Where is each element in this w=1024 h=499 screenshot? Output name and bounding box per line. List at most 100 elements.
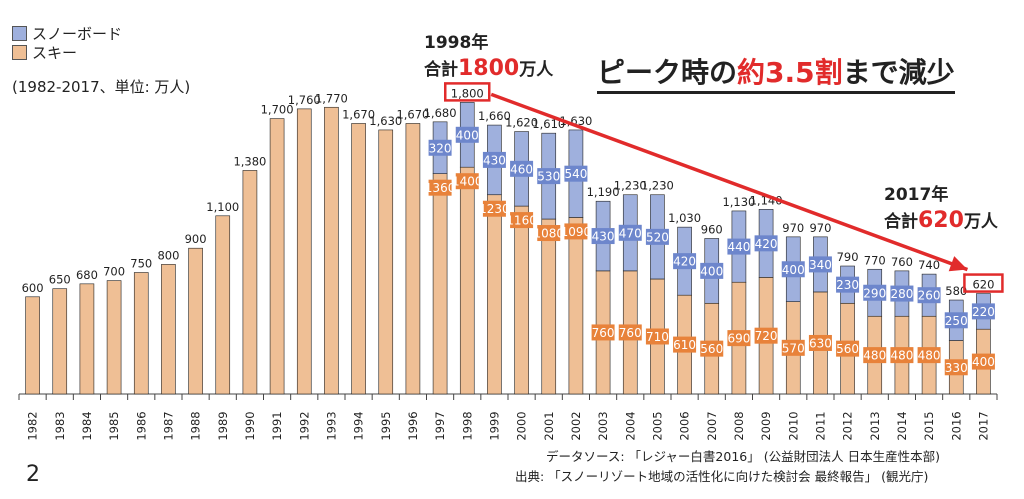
data-source-note: データソース: 「レジャー白書2016」 (公益財団法人 日本生産性本部) (546, 449, 940, 464)
x-tick-label: 2013 (868, 411, 882, 440)
snowboard-value-label-bg (645, 228, 669, 245)
total-label: 680 (76, 268, 98, 282)
ski-bar (351, 123, 366, 395)
ski-bar (541, 218, 557, 395)
total-label: 750 (130, 257, 152, 271)
total-label: 1,660 (478, 109, 511, 123)
ski-value-label: 1080 (533, 227, 564, 241)
total-label: 1,800 (451, 86, 484, 100)
ski-value-label-bg (510, 212, 534, 229)
ski-value-label-bg (673, 336, 697, 353)
snowboard-value-label-bg (944, 312, 968, 329)
highlight-box-2017 (963, 273, 1004, 293)
snowboard-value-label-bg (917, 287, 941, 304)
decline-arrow-line (490, 92, 969, 272)
total-label: 900 (185, 232, 207, 246)
x-tick-label: 1996 (406, 411, 420, 440)
ski-value-label-bg (428, 179, 452, 196)
x-tick-label: 2000 (515, 411, 529, 440)
total-label: 1,030 (668, 211, 701, 225)
x-tick-label: 2015 (922, 411, 936, 440)
x-tick-label: 2006 (678, 411, 692, 440)
total-label: 600 (22, 281, 44, 295)
ski-bar (215, 215, 231, 395)
total-label: 960 (701, 222, 723, 236)
snowboard-value-label: 520 (646, 230, 669, 244)
ski-value-label: 1160 (506, 214, 537, 228)
ski-value-label: 610 (673, 338, 696, 352)
ski-value-label-bg (836, 340, 860, 357)
snowboard-value-label-bg (727, 238, 751, 255)
ski-bar (25, 296, 40, 395)
snowboard-value-label-bg (482, 151, 506, 168)
x-tick-label: 2017 (976, 411, 990, 440)
ski-value-label-bg (754, 327, 778, 344)
ski-value-label: 560 (700, 342, 723, 356)
ski-value-label: 690 (727, 332, 750, 346)
x-tick-label: 1991 (270, 411, 284, 440)
ski-value-label: 720 (755, 329, 778, 343)
x-tick-label: 1985 (107, 411, 121, 440)
total-label: 1,130 (722, 195, 755, 209)
total-label: 1,630 (559, 114, 592, 128)
snowboard-value-label: 320 (429, 141, 452, 155)
total-label: 800 (157, 248, 179, 262)
x-tick-label: 2005 (650, 411, 664, 440)
x-tick-label: 1997 (433, 411, 447, 440)
x-tick-label: 2010 (786, 411, 800, 440)
total-label: 1,700 (261, 103, 294, 117)
snowboard-value-label-bg (510, 160, 534, 177)
total-label: 740 (918, 258, 940, 272)
page-number: 2 (26, 462, 40, 487)
x-tick-label: 1994 (352, 411, 366, 440)
snowboard-value-label-bg (808, 256, 832, 273)
callout-2017: 2017年 合計620万人 (884, 182, 998, 235)
callout-2017-suffix: 万人 (963, 212, 998, 232)
total-label: 1,680 (424, 106, 457, 120)
total-label: 1,100 (206, 200, 239, 214)
ski-value-label: 400 (972, 355, 995, 369)
snowboard-value-label-bg (781, 261, 805, 278)
ski-bar (242, 170, 258, 395)
legend-swatch-ski (12, 45, 27, 60)
ski-bar (514, 205, 529, 395)
legend-item-ski: スキー (12, 43, 122, 62)
total-label: 770 (864, 253, 886, 267)
ski-value-label: 1400 (452, 175, 483, 189)
x-tick-label: 1999 (487, 411, 501, 440)
decline-arrow-head (948, 256, 968, 272)
ski-value-label: 760 (619, 326, 642, 340)
legend-swatch-snowboard (12, 26, 27, 41)
snowboard-value-label-bg (890, 285, 914, 302)
ski-value-label: 480 (863, 349, 886, 363)
legend-item-snowboard: スノーボード (12, 24, 122, 43)
ski-value-label-bg (618, 324, 642, 341)
snowboard-value-label-bg (863, 284, 887, 301)
ski-value-label: 330 (945, 361, 968, 375)
snowboard-value-label: 290 (863, 286, 886, 300)
x-tick-label: 1995 (379, 411, 393, 440)
snowboard-value-label: 250 (945, 314, 968, 328)
highlight-box-1998 (444, 82, 491, 102)
callout-1998: 1998年 合計1800万人 (424, 30, 553, 83)
headline-emphasis: 約3.5割 (737, 56, 843, 89)
snowboard-value-label: 400 (700, 264, 723, 278)
snowboard-value-label: 420 (755, 237, 778, 251)
callout-1998-prefix: 合計 (424, 60, 458, 80)
ski-bar (296, 108, 312, 395)
total-label: 1,190 (587, 185, 620, 199)
total-label: 970 (809, 221, 831, 235)
snowboard-value-label: 400 (782, 263, 805, 277)
snowboard-value-label-bg (564, 165, 588, 182)
ski-bar (133, 272, 149, 395)
headline-part1: ピーク時の (597, 56, 738, 89)
snowboard-value-label: 420 (673, 255, 696, 269)
snowboard-value-label: 470 (619, 226, 642, 240)
snowboard-value-label-bg (836, 276, 860, 293)
ski-value-label-bg (564, 223, 588, 240)
ski-value-label-bg (971, 353, 995, 370)
legend: スノーボード スキー (12, 24, 122, 62)
callout-2017-year: 2017年 (884, 185, 949, 205)
x-tick-label: 2003 (596, 411, 610, 440)
x-tick-label: 1988 (189, 411, 203, 440)
